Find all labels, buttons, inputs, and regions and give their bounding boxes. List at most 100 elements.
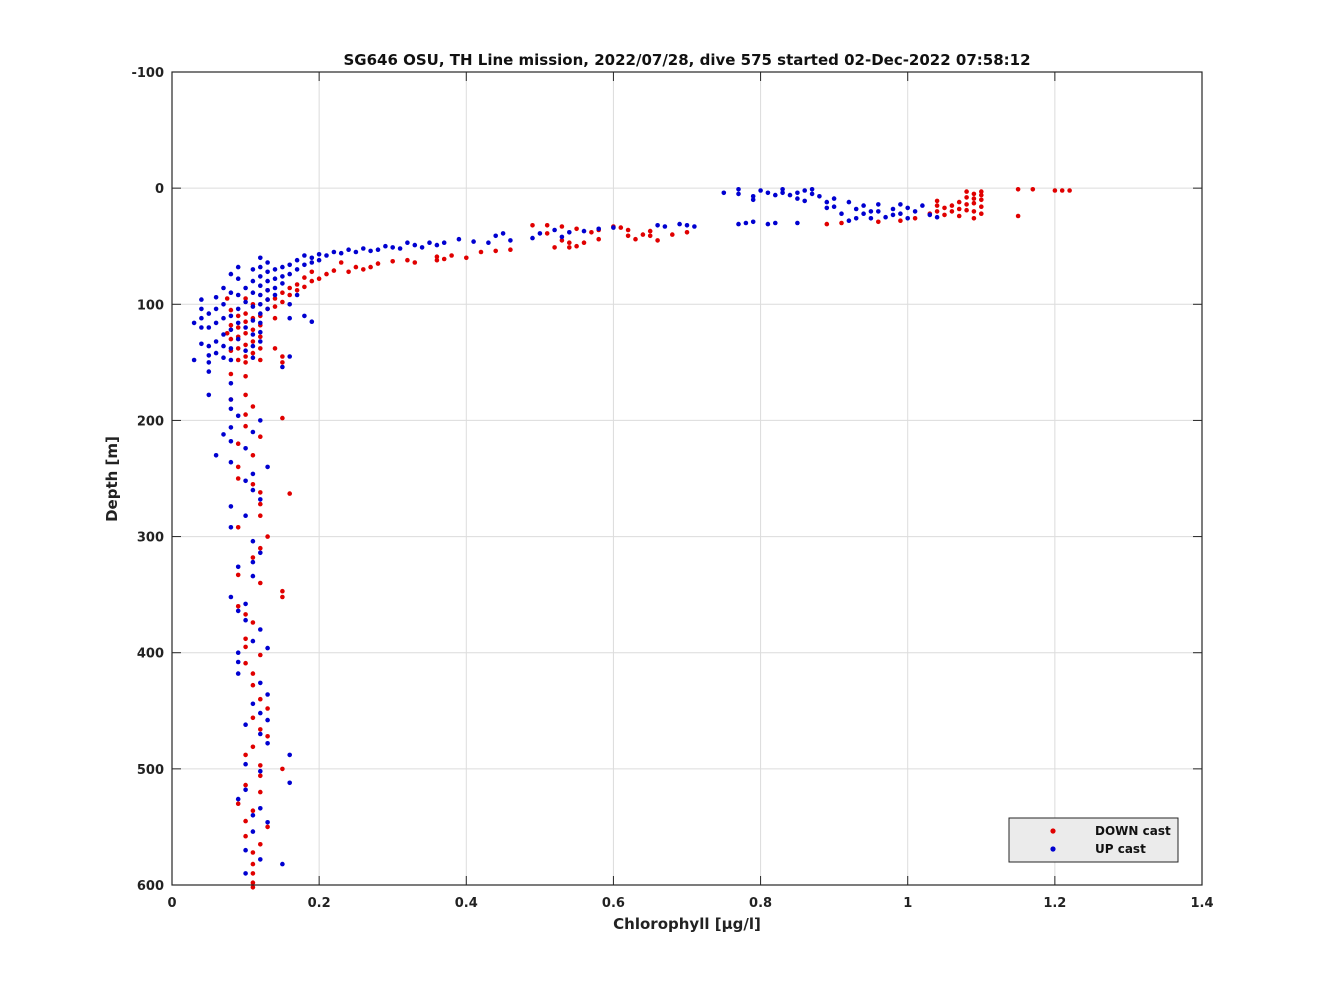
point-down-cast (979, 189, 984, 194)
x-tick-label: 0.8 (749, 896, 772, 911)
point-up-cast (831, 204, 837, 209)
point-up-cast (280, 364, 285, 370)
point-up-cast (206, 360, 212, 365)
point-down-cast (971, 200, 977, 206)
point-down-cast (361, 267, 366, 272)
point-up-cast (824, 199, 830, 205)
point-up-cast (258, 302, 263, 307)
point-down-cast (876, 219, 881, 225)
point-down-cast (434, 257, 440, 263)
point-up-cast (250, 290, 256, 296)
point-down-cast (243, 360, 248, 365)
point-up-cast (383, 243, 388, 249)
point-up-cast (199, 315, 204, 321)
point-up-cast (228, 594, 234, 600)
point-down-cast (1052, 188, 1058, 193)
point-up-cast (927, 212, 933, 218)
point-down-cast (228, 307, 234, 313)
point-up-cast (287, 262, 293, 268)
point-down-cast (243, 752, 248, 758)
point-up-cast (486, 240, 491, 245)
point-up-cast (228, 381, 234, 386)
point-down-cast (979, 204, 984, 209)
point-down-cast (243, 660, 248, 666)
point-up-cast (258, 731, 263, 737)
point-up-cast (294, 267, 300, 272)
point-up-cast (235, 413, 241, 419)
point-down-cast (243, 833, 248, 839)
point-up-cast (250, 429, 256, 435)
point-up-cast (912, 209, 918, 214)
point-down-cast (647, 228, 653, 234)
point-up-cast (228, 504, 234, 509)
point-up-cast (213, 453, 219, 458)
legend-box (1008, 817, 1179, 863)
point-up-cast (434, 242, 440, 248)
point-up-cast (662, 224, 668, 229)
point-down-cast (258, 357, 263, 363)
point-down-cast (258, 696, 263, 702)
point-up-cast (780, 187, 785, 192)
point-up-cast (258, 418, 263, 423)
point-down-cast (655, 238, 660, 243)
point-down-cast (302, 284, 307, 290)
point-up-cast (235, 320, 241, 326)
point-down-cast (368, 264, 373, 270)
point-up-cast (346, 247, 351, 252)
point-down-cast (258, 652, 263, 658)
point-down-cast (235, 525, 241, 530)
point-up-cast (309, 255, 315, 261)
point-up-cast (258, 497, 263, 502)
point-down-cast (338, 260, 344, 265)
point-up-cast (596, 226, 601, 232)
point-up-cast (655, 223, 660, 228)
point-up-cast (427, 240, 432, 245)
point-down-cast (280, 360, 285, 365)
point-up-cast (265, 464, 270, 470)
point-up-cast (258, 806, 263, 811)
point-up-cast (265, 297, 270, 302)
point-up-cast (228, 425, 234, 430)
point-down-cast (596, 236, 601, 242)
point-up-cast (206, 353, 212, 358)
point-up-cast (243, 478, 248, 484)
point-down-cast (243, 354, 248, 359)
point-down-cast (1015, 187, 1021, 192)
point-up-cast (883, 214, 888, 220)
y-tick-label: 100 (137, 298, 164, 313)
point-up-cast (258, 710, 263, 716)
point-down-cast (258, 434, 263, 440)
y-tick-label: 200 (137, 414, 164, 429)
y-tick-label: 500 (137, 763, 164, 778)
point-down-cast (258, 346, 263, 351)
point-up-cast (235, 264, 241, 270)
point-up-cast (456, 236, 462, 242)
x-tick-label: 0.6 (602, 896, 625, 911)
point-up-cast (250, 559, 256, 565)
point-up-cast (559, 234, 565, 240)
point-up-cast (243, 601, 248, 607)
point-up-cast (265, 741, 270, 746)
point-up-cast (258, 264, 263, 270)
point-up-cast (221, 332, 226, 337)
point-down-cast (544, 223, 550, 228)
point-down-cast (250, 671, 256, 676)
point-up-cast (736, 221, 741, 227)
point-down-cast (265, 824, 270, 830)
point-up-cast (309, 319, 315, 325)
point-down-cast (316, 276, 322, 282)
point-up-cast (235, 292, 241, 298)
point-up-cast (861, 211, 866, 216)
point-up-cast (353, 249, 359, 255)
point-down-cast (956, 199, 962, 205)
point-up-cast (250, 701, 256, 707)
point-up-cast (213, 320, 219, 326)
point-down-cast (309, 278, 315, 284)
point-up-cast (250, 813, 256, 818)
point-up-cast (287, 315, 293, 321)
point-up-cast (272, 267, 278, 272)
point-up-cast (265, 269, 270, 275)
point-up-cast (213, 295, 219, 300)
point-up-cast (228, 406, 234, 412)
point-up-cast (294, 257, 300, 263)
